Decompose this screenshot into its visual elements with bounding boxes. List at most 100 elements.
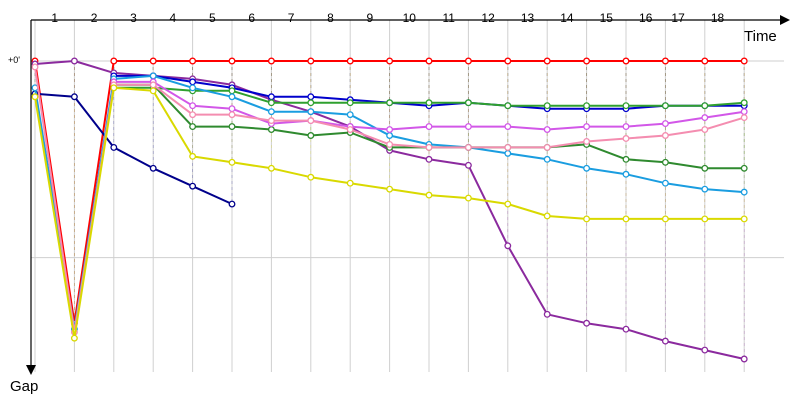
data-point [740, 99, 748, 107]
data-point [149, 87, 157, 95]
data-point [425, 155, 433, 163]
data-point [504, 123, 512, 131]
data-point [583, 102, 591, 110]
data-point [583, 215, 591, 223]
data-point [583, 57, 591, 65]
data-point [346, 179, 354, 187]
lap-tick-label: 15 [600, 11, 614, 25]
data-point [701, 57, 709, 65]
data-point [622, 170, 630, 178]
data-point [464, 57, 472, 65]
data-point [464, 123, 472, 131]
data-point [464, 194, 472, 202]
data-point [386, 126, 394, 133]
lap-tick-label: 2 [91, 11, 98, 25]
series-8 [110, 78, 748, 133]
data-point [228, 200, 236, 208]
data-point [464, 143, 472, 151]
data-point [583, 138, 591, 145]
data-point [622, 57, 630, 65]
data-point [583, 164, 591, 172]
data-point [543, 102, 551, 110]
lap-tick-label: 17 [671, 11, 685, 25]
data-point [228, 158, 236, 166]
data-point [189, 182, 197, 190]
data-point [189, 78, 197, 86]
data-point [31, 63, 39, 71]
series-5 [110, 84, 748, 110]
lap-tick-labels: 1 2 3 4 5 6 7 8 9 10 11 12 13 14 15 16 17 18 [51, 11, 724, 25]
data-point [504, 143, 512, 151]
data-point [386, 132, 394, 139]
data-point [661, 102, 669, 110]
data-point [583, 319, 591, 327]
data-point [425, 191, 433, 199]
y-axis-title: Gap [10, 378, 38, 395]
data-point [307, 173, 315, 181]
data-point [661, 215, 669, 223]
data-point [228, 57, 236, 65]
data-point [307, 99, 315, 107]
data-point [149, 72, 157, 80]
gridlines [31, 20, 784, 372]
data-point [228, 105, 236, 113]
data-point [425, 123, 433, 131]
data-point [661, 132, 669, 139]
data-point [189, 152, 197, 160]
data-point [740, 215, 748, 223]
x-axis-title: Time [744, 28, 777, 45]
data-point [307, 57, 315, 65]
data-point [543, 310, 551, 318]
data-point [701, 126, 709, 133]
data-point [228, 111, 236, 119]
lap-tick-label: 9 [367, 11, 374, 25]
data-point [701, 102, 709, 110]
data-point [543, 212, 551, 220]
data-point [267, 57, 275, 65]
x-axis-arrow [780, 15, 790, 25]
data-point [504, 57, 512, 65]
data-point [504, 149, 512, 157]
data-point [543, 155, 551, 163]
data-point [701, 114, 709, 122]
data-point [346, 111, 354, 119]
data-point [661, 158, 669, 166]
series-line [34, 92, 233, 205]
data-point [70, 57, 78, 65]
data-point [267, 117, 275, 125]
data-point [425, 99, 433, 107]
data-point [386, 57, 394, 65]
y-axis-arrow [26, 365, 36, 375]
data-point [740, 355, 748, 363]
lap-tick-label: 14 [560, 11, 574, 25]
zero-label: +0' [8, 55, 20, 65]
data-point [661, 337, 669, 345]
data-point [504, 200, 512, 208]
data-point [543, 143, 551, 151]
data-point [70, 334, 78, 342]
data-point [189, 102, 197, 110]
data-point [622, 155, 630, 163]
data-point [307, 108, 315, 116]
lap-tick-label: 6 [248, 11, 255, 25]
data-point [464, 161, 472, 169]
data-point [740, 114, 748, 122]
lap-tick-label: 10 [403, 11, 417, 25]
data-point [189, 84, 197, 92]
data-point [622, 135, 630, 142]
lap-tick-label: 11 [442, 11, 455, 25]
data-point [543, 126, 551, 133]
data-point [346, 57, 354, 65]
data-point [740, 164, 748, 172]
data-point [228, 87, 236, 95]
data-point [622, 325, 630, 333]
data-point [740, 188, 748, 196]
data-point [425, 143, 433, 151]
data-point [149, 164, 157, 172]
data-point [267, 126, 275, 133]
lap-tick-label: 3 [130, 11, 137, 25]
data-point [189, 123, 197, 131]
data-point [267, 108, 275, 116]
data-point [149, 81, 157, 89]
